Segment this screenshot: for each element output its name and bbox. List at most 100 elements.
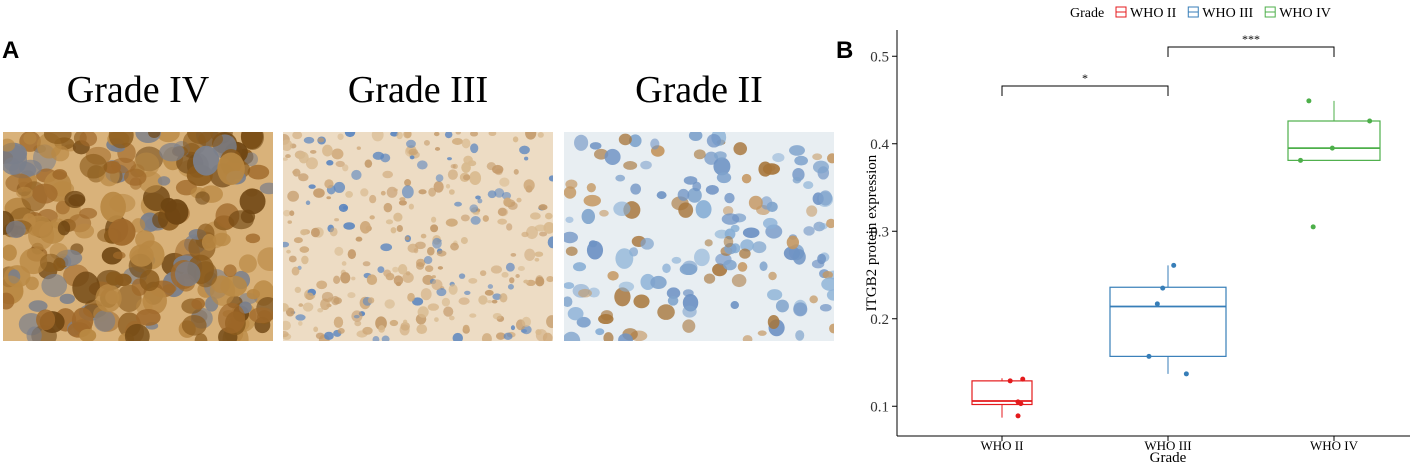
cell: [59, 293, 75, 304]
cell: [640, 237, 654, 250]
cell: [108, 132, 134, 149]
cell: [43, 132, 72, 144]
cell: [819, 304, 832, 312]
cell: [464, 290, 471, 295]
cell: [688, 132, 703, 141]
cell: [162, 284, 177, 294]
legend-label: WHO III: [1202, 6, 1253, 21]
cell: [287, 220, 293, 224]
point: [1298, 157, 1304, 163]
cell: [79, 132, 98, 147]
cell: [586, 182, 596, 193]
cell: [112, 251, 126, 260]
cell: [239, 188, 266, 215]
cell: [148, 132, 161, 138]
cell: [809, 295, 818, 304]
cell: [640, 273, 656, 291]
x-axis-label: Grade: [1150, 450, 1187, 466]
cell: [512, 136, 519, 143]
cell: [385, 219, 394, 225]
cell: [105, 271, 122, 286]
cell: [334, 218, 340, 222]
box: [1109, 286, 1227, 357]
cell: [341, 261, 347, 266]
cell: [298, 321, 303, 326]
cell: [461, 162, 471, 173]
cell: [492, 293, 502, 301]
cell: [722, 206, 734, 216]
cell: [434, 317, 439, 322]
cell: [333, 275, 341, 285]
cell: [503, 197, 512, 207]
legend-label: WHO IV: [1279, 6, 1331, 21]
cell: [298, 173, 309, 182]
point: [1183, 371, 1189, 377]
cell: [507, 283, 514, 290]
cell: [259, 182, 273, 195]
cell: [393, 188, 398, 192]
cell: [28, 220, 55, 250]
cell: [135, 230, 155, 249]
cell: [742, 335, 753, 341]
cell: [470, 143, 479, 154]
cell: [565, 246, 578, 257]
cell: [3, 138, 16, 152]
cell: [546, 315, 553, 329]
cell: [578, 288, 592, 298]
cell: [423, 256, 433, 264]
cell: [322, 144, 333, 157]
cell: [71, 307, 94, 333]
cell: [301, 255, 309, 265]
cell: [382, 170, 394, 179]
cell: [305, 157, 318, 170]
cell: [737, 262, 748, 272]
cell: [515, 274, 520, 279]
cell: [748, 195, 763, 210]
cell: [295, 314, 306, 321]
cell: [461, 138, 471, 149]
cell: [417, 306, 429, 318]
cell: [630, 183, 642, 195]
cell: [283, 320, 291, 331]
cell: [786, 235, 799, 250]
cell: [682, 319, 696, 333]
cell: [564, 296, 573, 308]
cell: [452, 332, 463, 341]
cell: [194, 333, 208, 341]
cell: [713, 157, 731, 176]
cell: [287, 190, 299, 202]
cell: [129, 244, 154, 267]
y-tick-label: 0.2: [870, 312, 889, 328]
cell: [812, 153, 823, 161]
cell: [164, 199, 189, 225]
cell: [288, 255, 297, 263]
cell: [683, 176, 698, 185]
point: [1171, 262, 1177, 268]
cell: [25, 276, 39, 291]
cell: [3, 244, 17, 261]
cell: [402, 272, 414, 283]
legend-label: WHO II: [1130, 6, 1177, 21]
cell: [600, 310, 614, 321]
cell: [576, 316, 591, 328]
cell: [789, 145, 805, 156]
cell: [321, 291, 334, 302]
cell: [523, 179, 535, 192]
point: [1146, 353, 1152, 359]
cell: [355, 236, 363, 242]
cell: [650, 275, 667, 290]
cell: [201, 234, 217, 251]
cell: [407, 292, 415, 302]
cell: [463, 155, 473, 165]
cell: [427, 246, 435, 256]
cell: [486, 162, 496, 171]
cell: [468, 278, 478, 284]
point: [1310, 224, 1316, 230]
cell: [506, 223, 513, 231]
cell: [291, 266, 300, 276]
cell: [510, 325, 516, 331]
x-tick-label: WHO II: [981, 438, 1024, 453]
cell: [430, 216, 437, 223]
cell: [757, 330, 767, 336]
cell: [615, 248, 634, 269]
